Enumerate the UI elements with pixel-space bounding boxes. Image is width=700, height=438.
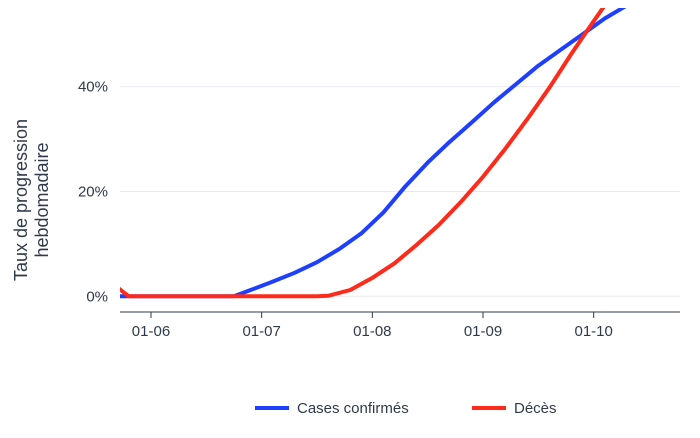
y-axis-title: Taux de progression hebdomadaire <box>11 119 52 281</box>
x-tick-label: 01-06 <box>132 323 170 340</box>
y-axis-title-line-2: hebdomadaire <box>32 142 52 257</box>
x-tick-label: 01-10 <box>574 323 612 340</box>
series-layer <box>120 8 627 299</box>
x-tick-label: 01-09 <box>464 323 502 340</box>
y-tick-label: 0% <box>86 288 108 305</box>
x-tick-label: 01-07 <box>242 323 280 340</box>
x-tick-label: 01-08 <box>353 323 391 340</box>
y-tick-label: 40% <box>78 79 108 96</box>
series-line-deaths <box>120 8 606 299</box>
legend: Cases confirmés Décès <box>255 400 557 417</box>
x-axis <box>120 311 680 318</box>
x-axis-ticks: 01-06 01-07 01-08 01-09 01-10 <box>132 323 613 340</box>
y-tick-label: 20% <box>78 183 108 200</box>
legend-label-cases: Cases confirmés <box>297 400 409 417</box>
series-line-cases <box>120 8 627 299</box>
y-axis-title-line-1: Taux de progression <box>11 119 31 281</box>
legend-label-deaths: Décès <box>514 400 557 417</box>
y-axis-ticks: 0% 20% 40% <box>78 79 108 306</box>
